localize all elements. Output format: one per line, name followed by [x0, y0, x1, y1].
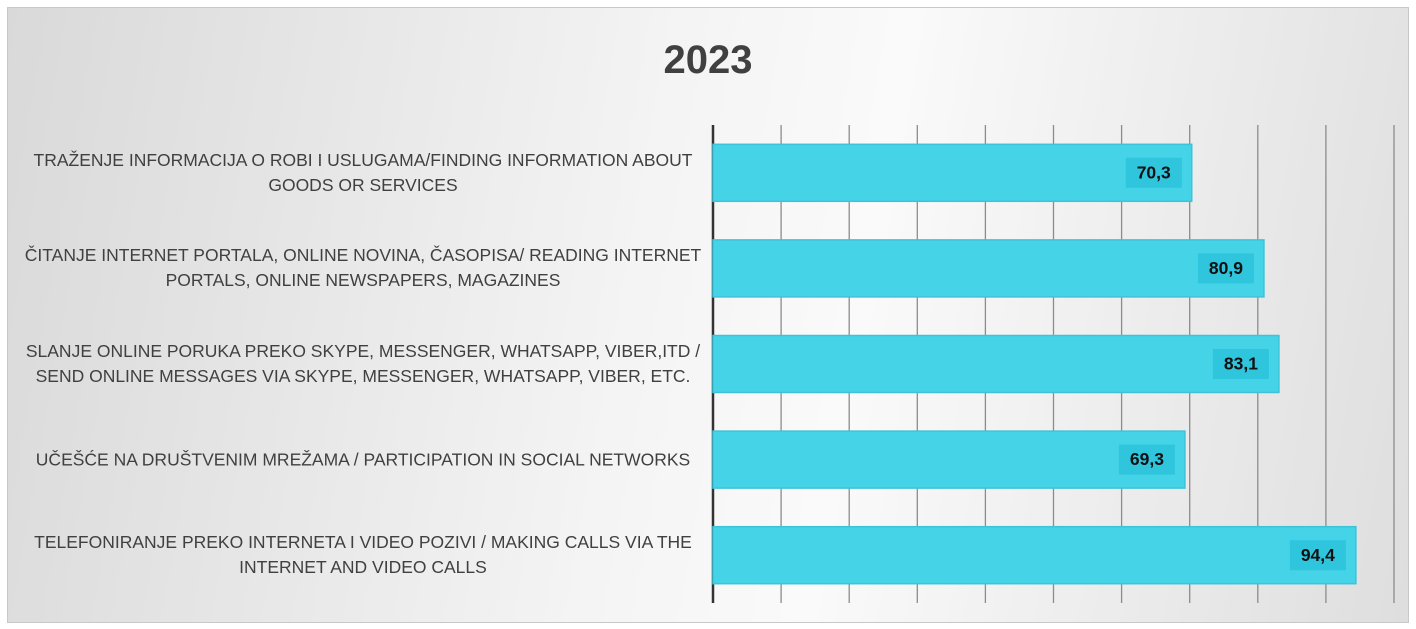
- background: [7, 7, 1409, 623]
- y-tick-label: TRAŽENJE INFORMACIJA O ROBI I USLUGAMA/F…: [33, 149, 693, 195]
- y-tick-label: SLANJE ONLINE PORUKA PREKO SKYPE, MESSEN…: [25, 341, 701, 386]
- value-label: 69,3: [1130, 449, 1164, 469]
- y-tick-label: TELEFONIRANJE PREKO INTERNETA I VIDEO PO…: [34, 532, 692, 578]
- bar: [712, 525, 1357, 585]
- chart-title: 2023: [663, 38, 753, 82]
- value-label: 80,9: [1209, 258, 1243, 278]
- bar: [712, 334, 1280, 394]
- value-label: 83,1: [1224, 354, 1258, 374]
- bar: [712, 239, 1265, 298]
- bar: [712, 430, 1186, 489]
- value-label-box: [1212, 349, 1269, 379]
- value-label-box: [1197, 253, 1254, 284]
- value-label-box: [1118, 444, 1175, 475]
- value-label: 70,3: [1137, 162, 1171, 182]
- value-label-box: [1289, 540, 1346, 571]
- y-tick-label: UČEŠĆE NA DRUŠTVENIM MREŽAMA / PARTICIPA…: [35, 449, 691, 470]
- value-label-box: [1125, 157, 1182, 188]
- value-label: 94,4: [1301, 545, 1335, 565]
- bar: [712, 143, 1193, 203]
- y-tick-label: ČITANJE INTERNET PORTALA, ONLINE NOVINA,…: [24, 245, 702, 291]
